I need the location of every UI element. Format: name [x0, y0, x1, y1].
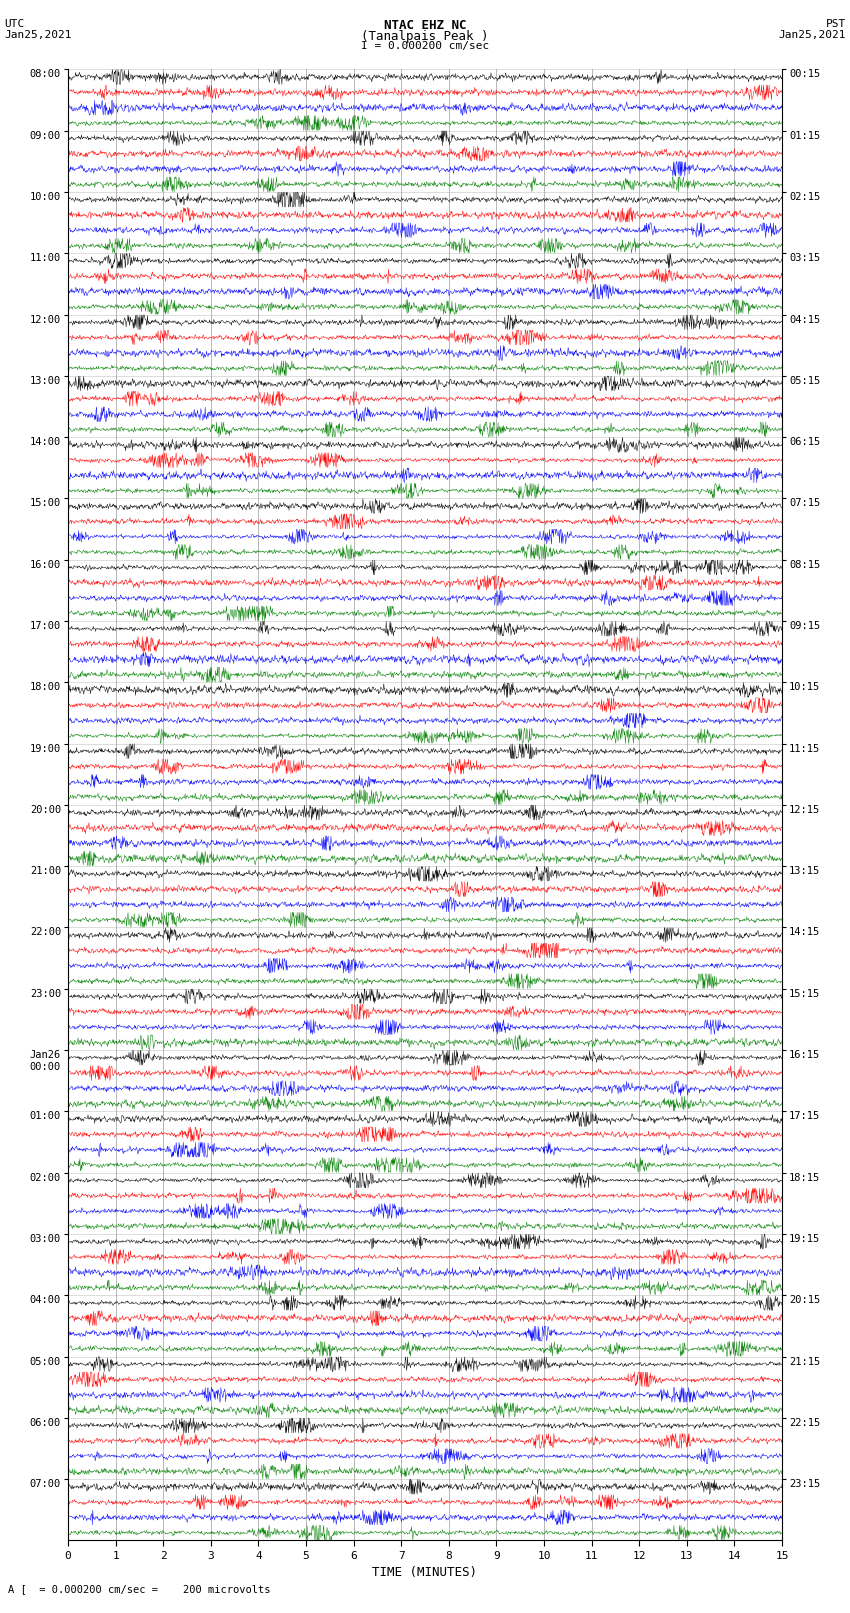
- Text: I = 0.000200 cm/sec: I = 0.000200 cm/sec: [361, 40, 489, 52]
- Text: (Tanalpais Peak ): (Tanalpais Peak ): [361, 31, 489, 44]
- Text: NTAC EHZ NC: NTAC EHZ NC: [383, 18, 467, 32]
- Text: Jan25,2021: Jan25,2021: [779, 31, 846, 40]
- Text: Jan25,2021: Jan25,2021: [4, 31, 71, 40]
- Text: UTC: UTC: [4, 18, 25, 29]
- Text: A [  = 0.000200 cm/sec =    200 microvolts: A [ = 0.000200 cm/sec = 200 microvolts: [8, 1584, 271, 1594]
- Text: PST: PST: [825, 18, 846, 29]
- X-axis label: TIME (MINUTES): TIME (MINUTES): [372, 1566, 478, 1579]
